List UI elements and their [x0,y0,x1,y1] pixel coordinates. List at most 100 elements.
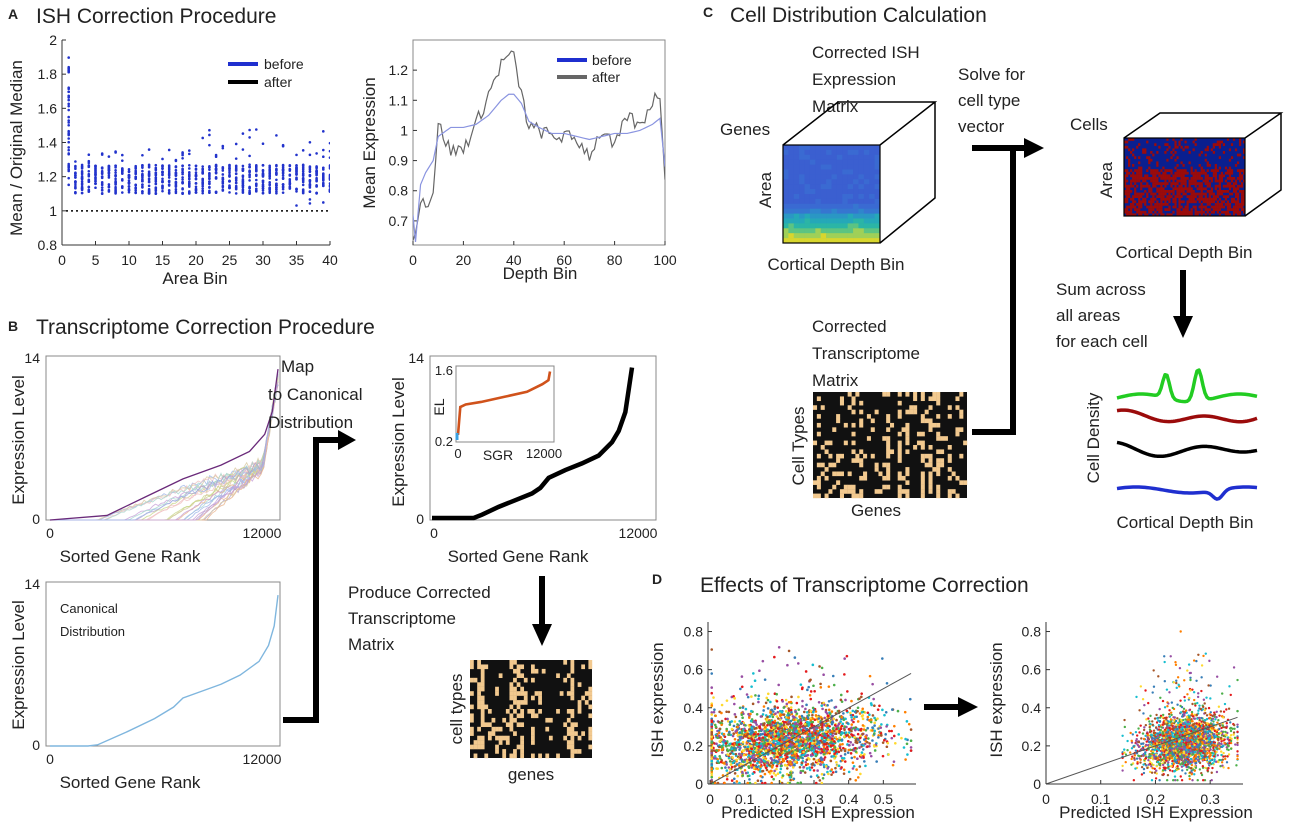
d-before-point [818,733,822,737]
cell-heatmap-cells [1124,138,1246,217]
ish-heatmap-cell [820,179,827,185]
area-bin-x-label: Area Bin [162,269,227,288]
d-before-point [827,738,830,741]
ish-heatmap-cell [820,194,827,200]
depth-bin-ytick-label: 1 [400,122,408,138]
cell-heatmap-cell [1152,213,1155,217]
d-before-point [720,766,724,770]
ish-heatmap-cell [820,154,827,160]
area-bin-before-point [308,179,312,182]
cell-heatmap-cell [1180,182,1183,185]
d-before-point [802,766,805,769]
cell-heatmap-cell [1212,143,1215,146]
d-before-point [750,766,754,769]
c-matrix-cell [878,489,883,494]
cell-heatmap-cell [1192,197,1195,201]
d-before-point [856,720,860,723]
d-before-point [807,721,811,724]
area-bin-before-point [201,187,204,190]
b-matrix-cell [480,704,485,710]
d-before-point [799,771,803,775]
ish-heatmap-cell [869,233,875,239]
cell-heatmap-cell [1192,182,1195,185]
cell-heatmap-cell [1138,213,1141,217]
cell-heatmap-cell [1228,205,1232,209]
d-before-point [766,723,769,727]
d-before-point [744,707,748,711]
d-before-point [785,755,789,759]
cell-heatmap-cell [1202,210,1205,214]
ish-heatmap-cell [831,198,838,205]
ish-heatmap-cell [809,189,816,195]
c-matrix-cell [874,462,879,468]
cell-heatmap-cell [1136,210,1139,214]
cell-heatmap-cell [1152,197,1155,201]
ish-heatmap-cell [847,169,854,175]
cell-cube: Cells Area Cortical Depth Bin [1070,112,1284,262]
d-before-point [836,747,840,751]
cell-heatmap-cell [1208,190,1211,193]
c-matrix-cell [905,392,910,397]
c-matrix-cell [886,418,891,424]
area-bin-before-point [295,153,298,157]
ish-heatmap-cell [804,189,811,195]
area-bin-before-point [121,153,124,157]
cell-heatmap-cell [1240,195,1244,198]
d-before-point [741,729,744,733]
d-before-point [790,732,793,735]
d-before-point [710,691,714,695]
b-matrix-cell [498,726,503,732]
cell-heatmap-cell [1188,151,1191,154]
cell-heatmap-cell [1220,190,1224,193]
cell-heatmap-cell [1144,197,1147,201]
cell-heatmap-cell [1242,171,1246,175]
b-matrix-cell [523,695,528,701]
cell-heatmap-cell [1226,208,1230,211]
area-bin-xtick-label: 10 [121,252,137,268]
density-line-dark-red [1116,408,1258,424]
ish-heatmap-cell [788,198,795,205]
d-before-point [869,754,873,758]
cell-heatmap-cell [1148,177,1151,180]
area-bin-before-point [67,95,70,99]
ish-heatmap-cell [815,208,822,214]
b-matrix-cell [520,664,525,670]
area-bin-before-point [67,137,70,140]
cell-heatmap-cell [1136,174,1139,178]
c-matrix-cell [920,396,925,402]
cell-heatmap-cell [1220,177,1224,180]
ish-heatmap-cell [815,179,822,185]
area-bin-before-point [154,182,158,186]
d-before-point [827,685,831,688]
area-bin-before-point [67,169,70,173]
cell-heatmap-cell [1132,200,1135,204]
ish-heatmap-cell [783,179,789,185]
b-matrix-cell [516,722,521,728]
cell-heatmap-cell [1130,179,1133,183]
area-bin-before-point [167,168,171,172]
d-before-point [789,700,793,704]
b-matrix-cell [531,695,535,701]
area-bin-before-point [107,167,111,171]
d-before-point [892,760,896,764]
cell-heatmap-cell [1140,166,1143,170]
area-bin-before-point [322,179,325,182]
ish-heatmap-cell [847,198,854,205]
cell-heatmap-cell [1170,195,1173,198]
cell-heatmap-cell [1174,143,1177,146]
area-bin-before-point [315,185,318,188]
cell-heatmap-cell [1142,151,1145,154]
cell-heatmap-cell [1198,177,1201,180]
cell-heatmap-cell [1166,182,1169,185]
area-bin-before-point [67,183,70,187]
d-before-point [750,685,753,688]
cell-heatmap-cell [1236,210,1240,214]
ish-heatmap-cell [847,184,854,190]
c-matrix-cell [924,453,929,459]
ish-heatmap-cell [842,179,848,185]
cell-heatmap-cell [1156,187,1159,191]
d-before-point [786,663,789,667]
c-matrix-cell [928,462,933,468]
ish-heatmap-cell [836,159,843,165]
d-before-point [821,707,824,711]
